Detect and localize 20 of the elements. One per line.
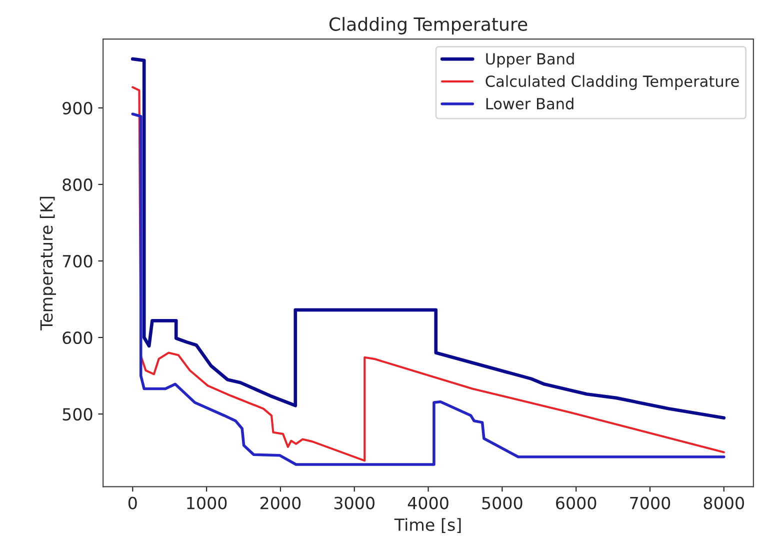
x-axis-title: Time [s] <box>394 518 461 533</box>
y-axis-title: Temperature [K] <box>40 196 56 330</box>
x-tick-label: 8000 <box>704 496 744 510</box>
y-tick-label: 900 <box>62 102 92 114</box>
y-tick-label: 700 <box>62 254 92 268</box>
x-tick-label: 1000 <box>187 496 227 510</box>
x-tick-label: 7000 <box>630 496 670 510</box>
y-tick-label: 500 <box>62 408 92 421</box>
x-tick-label: 3000 <box>334 496 374 510</box>
y-tick-label: 800 <box>62 178 92 191</box>
x-tick-label: 4000 <box>408 496 448 510</box>
legend-label: Upper Band <box>486 52 574 68</box>
legend-label: Lower Band <box>486 98 574 110</box>
x-tick-label: 0 <box>128 496 137 510</box>
x-tick-label: 2000 <box>260 496 301 510</box>
y-tick-label: 600 <box>62 331 92 344</box>
x-tick-label: 5000 <box>482 496 522 510</box>
legend-label: Calculated Cladding Temperature <box>486 75 739 90</box>
chart-title: Cladding Temperature <box>329 16 528 34</box>
x-tick-label: 6000 <box>556 496 596 510</box>
